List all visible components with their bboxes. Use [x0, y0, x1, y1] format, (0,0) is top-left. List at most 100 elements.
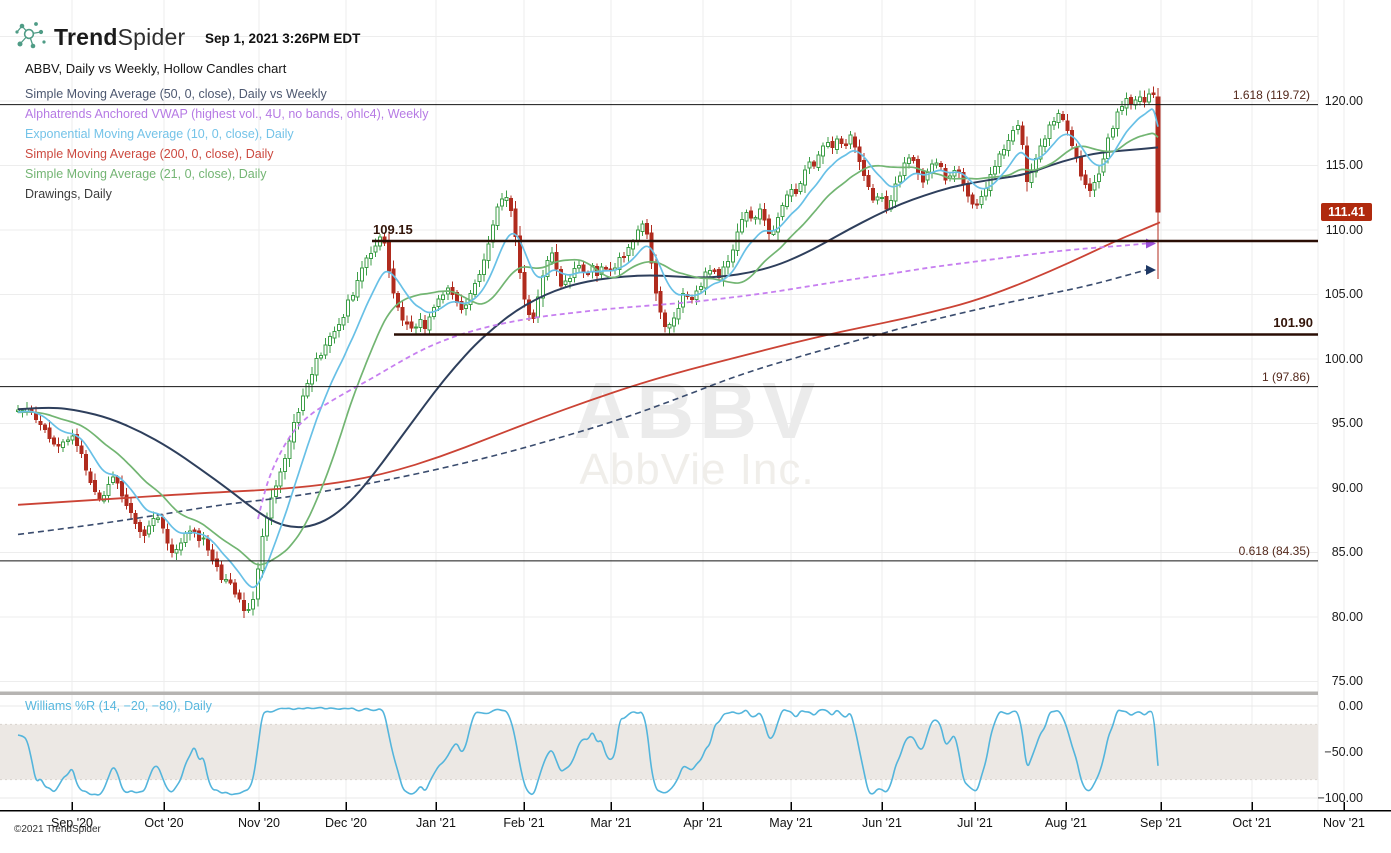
legend-item[interactable]: Simple Moving Average (50, 0, close), Da…: [25, 87, 327, 101]
legend-item[interactable]: Drawings, Daily: [25, 187, 112, 201]
candle-body-down: [830, 141, 835, 149]
candle-body-down: [206, 538, 210, 551]
ema10-daily-line: [17, 108, 1159, 589]
candle-body-down: [56, 443, 61, 447]
indicator-legend: Simple Moving Average (50, 0, close), Da…: [25, 84, 428, 204]
legend-item[interactable]: Simple Moving Average (21, 0, close), Da…: [25, 167, 267, 181]
candle-body-hollow-up: [1119, 106, 1124, 111]
candle-body-down: [423, 319, 428, 330]
candle-body-hollow-up: [65, 439, 70, 442]
candle-body-hollow-up: [726, 260, 731, 268]
candle-body-hollow-up: [500, 198, 504, 207]
x-axis-month-label: Sep '20: [50, 816, 93, 830]
candle-body-down: [509, 198, 514, 212]
candle-body-down: [79, 445, 84, 455]
candle-body-hollow-up: [667, 324, 672, 329]
candle-body-down: [92, 480, 97, 493]
x-axis-line: [0, 810, 1391, 812]
fib-level-label: 1 (97.86): [1261, 369, 1310, 384]
candle-body-hollow-up: [301, 395, 305, 412]
candle-body-hollow-up: [224, 579, 229, 582]
candle-body-hollow-up: [368, 252, 373, 259]
x-axis-month-label: Dec '20: [325, 816, 367, 830]
candle-body-hollow-up: [635, 229, 640, 241]
x-axis-month-label: May '21: [769, 816, 813, 830]
williams-r-band: [0, 723, 1318, 781]
candle-body-hollow-up: [1137, 96, 1142, 102]
williams-r-legend[interactable]: Williams %R (14, −20, −80), Daily: [25, 699, 212, 713]
candle-body-hollow-up: [472, 283, 477, 296]
wr-axis-label: −50.00: [1324, 744, 1363, 759]
candle-body-hollow-up: [201, 537, 206, 540]
candle-body-down: [1151, 92, 1156, 95]
williams-r-layer: [17, 706, 1159, 796]
candle-body-hollow-up: [346, 299, 351, 317]
x-axis-month-label: Nov '21: [1323, 816, 1365, 830]
candle-body-hollow-up: [1097, 173, 1102, 183]
candle-body-down: [884, 196, 889, 210]
brand-logo-text[interactable]: TrendSpider: [54, 24, 185, 51]
sma50-daily-line: [17, 146, 1159, 529]
candle-body-hollow-up: [825, 142, 830, 147]
pane-separator: [0, 691, 1318, 695]
candle-body-hollow-up: [753, 217, 758, 220]
candle-body-hollow-up: [477, 274, 482, 283]
candle-body-hollow-up: [337, 323, 342, 331]
candle-body-down: [192, 529, 197, 532]
sma50-weekly-line: [17, 269, 1147, 536]
legend-item[interactable]: Alphatrends Anchored VWAP (highest vol.,…: [25, 107, 429, 121]
candle-body-hollow-up: [785, 194, 789, 208]
candle-body-hollow-up: [341, 317, 346, 326]
x-axis-month-label: Oct '20: [144, 816, 184, 830]
x-axis-month-label: Mar '21: [590, 816, 632, 830]
candle-body-hollow-up: [1038, 145, 1043, 160]
candle-body-down: [169, 544, 174, 554]
candle-body-hollow-up: [495, 206, 500, 227]
candle-body-hollow-up: [1015, 125, 1020, 130]
candle-body-down: [391, 268, 396, 294]
candle-body-hollow-up: [251, 598, 256, 610]
brand-trend: Trend: [54, 24, 118, 50]
candle-body-hollow-up: [1047, 124, 1052, 140]
x-axis-month-label: Oct '21: [1232, 816, 1272, 830]
candle-body-down: [129, 502, 134, 514]
candle-body-down: [871, 187, 875, 201]
candle-body-hollow-up: [708, 270, 713, 275]
candle-body-down: [228, 579, 233, 584]
candle-body-hollow-up: [925, 172, 930, 181]
candle-body-down: [938, 163, 943, 168]
candle-body-down: [531, 312, 536, 320]
y-axis-price-label: 120.00: [1324, 93, 1363, 108]
candle-body-down: [52, 437, 57, 445]
candle-body-down: [1061, 113, 1065, 121]
candle-body-hollow-up: [332, 330, 337, 339]
candle-body-hollow-up: [898, 175, 903, 183]
x-axis-month-label: Nov '20: [238, 816, 280, 830]
y-axis-price-label: 90.00: [1331, 480, 1363, 495]
candle-body-hollow-up: [282, 458, 287, 472]
candle-body-hollow-up: [567, 277, 572, 283]
candle-body-hollow-up: [111, 476, 115, 484]
candle-body-hollow-up: [1056, 112, 1061, 124]
candle-body-down: [1024, 145, 1029, 182]
candle-body-hollow-up: [106, 484, 111, 496]
legend-item[interactable]: Simple Moving Average (200, 0, close), D…: [25, 147, 274, 161]
candle-body-hollow-up: [264, 517, 269, 537]
x-axis-month-label: Jan '21: [416, 816, 456, 830]
candle-body-down: [405, 321, 409, 325]
sma21-daily-line: [17, 132, 1159, 566]
candle-body-hollow-up: [296, 411, 301, 423]
candle-body-down: [622, 256, 627, 259]
candle-body-down: [459, 300, 464, 310]
candle-body-hollow-up: [577, 265, 581, 269]
candle-body-down: [812, 161, 817, 167]
legend-item[interactable]: Exponential Moving Average (10, 0, close…: [25, 127, 294, 141]
candle-body-down: [124, 494, 129, 506]
candle-body-hollow-up: [798, 183, 803, 192]
candle-body-down: [712, 269, 717, 272]
candle-body-hollow-up: [486, 243, 491, 261]
candle-body-hollow-up: [373, 245, 378, 253]
candle-body-down: [1074, 146, 1079, 158]
